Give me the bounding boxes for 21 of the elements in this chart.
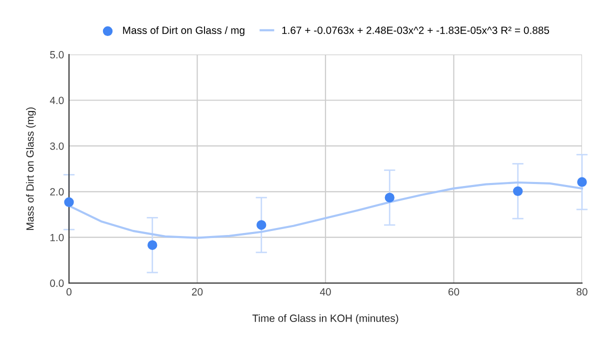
y-tick-label: 0.0 — [50, 280, 64, 287]
y-tick-label: 1.0 — [50, 234, 64, 242]
point — [513, 186, 523, 196]
x-tick-label: 60 — [448, 288, 460, 296]
y-tick-label: 2.0 — [50, 188, 64, 196]
x-tick-label: 80 — [576, 288, 588, 296]
x-tick-label: 20 — [192, 288, 203, 296]
y-tick-label: 3.0 — [50, 142, 64, 150]
y-tick-label: 4.0 — [50, 96, 64, 104]
point — [384, 192, 394, 202]
x-tick-label: 40 — [320, 288, 331, 296]
legend-label: 1.67 + -0.0763x + 2.48E-03x^2 + -1.83E-05x^3 R² = 0.885 — [282, 26, 550, 34]
x-tick-label: 0 — [66, 288, 72, 296]
y-tick-label: 5.0 — [50, 51, 64, 58]
point — [577, 177, 587, 187]
legend-label: Mass of Dirt on Glass / mg — [123, 26, 244, 36]
point — [64, 197, 74, 208]
point — [148, 240, 158, 250]
x-axis-title: Time of Glass in KOH (minutes) — [252, 314, 398, 324]
y-axis-title: Mass of Dirt on Glass (mg) — [26, 108, 36, 230]
point — [256, 220, 266, 230]
